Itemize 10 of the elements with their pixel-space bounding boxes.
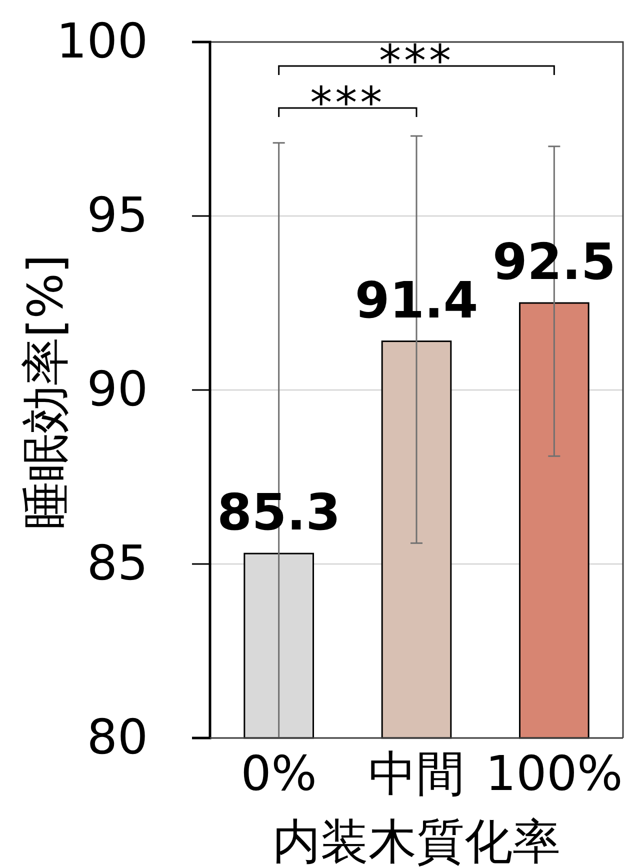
x-tick-label: 0% xyxy=(240,746,317,802)
x-axis-title: 内装木質化率 xyxy=(272,814,560,867)
y-tick-label: 80 xyxy=(86,709,148,766)
y-tick-label: 100 xyxy=(56,13,148,70)
y-tick-label: 95 xyxy=(86,187,148,244)
x-tick-label: 中間 xyxy=(368,746,464,802)
y-axis-title: 睡眠効率[%] xyxy=(18,254,74,530)
y-tick-label: 90 xyxy=(86,361,148,418)
x-tick-label: 100% xyxy=(486,746,623,802)
y-tick-label: 85 xyxy=(86,535,148,592)
